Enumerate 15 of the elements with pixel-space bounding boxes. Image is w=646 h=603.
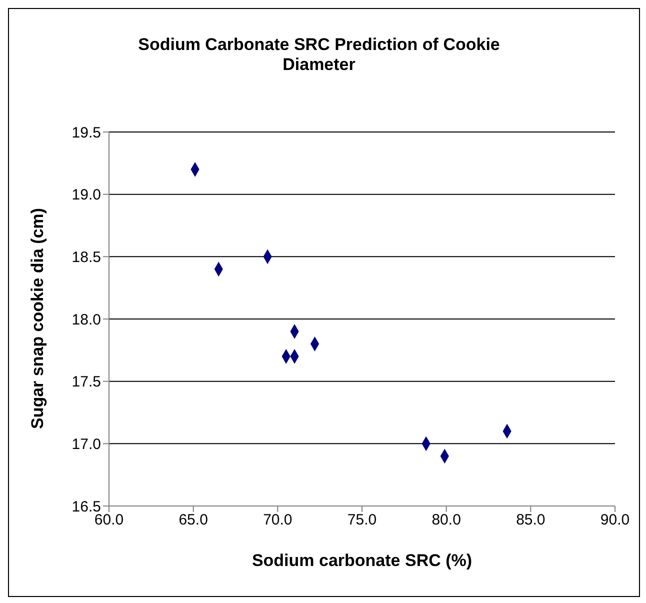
x-tick-label: 85.0: [516, 512, 546, 529]
y-tick-label: 17.5: [72, 374, 101, 391]
x-tick-label: 80.0: [432, 512, 461, 529]
y-tick-label: 19.5: [72, 124, 101, 142]
chart-title: Sodium Carbonate SRC Prediction of Cookie Diameter: [137, 35, 501, 75]
x-tick-label: 75.0: [347, 512, 377, 529]
x-tick-label: 70.0: [263, 512, 292, 529]
y-axis-title: Sugar snap cookie dia (cm): [28, 208, 48, 429]
y-tick-label: 18.5: [72, 248, 101, 266]
y-tick-label: 17.0: [72, 436, 101, 453]
x-tick-label: 65.0: [178, 512, 208, 529]
x-tick-label: 90.0: [600, 512, 630, 529]
y-tick-label: 18.0: [72, 311, 101, 328]
y-tick-label: 19.0: [72, 186, 101, 204]
x-axis-title: Sodium carbonate SRC (%): [252, 551, 472, 570]
